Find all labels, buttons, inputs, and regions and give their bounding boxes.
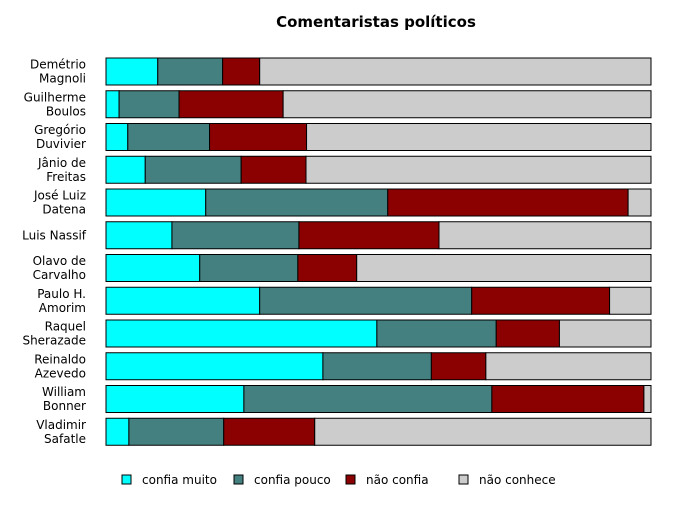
- bar-raquel-sherazade-nao-conhece: [558, 319, 652, 348]
- bar-janio-de-freitas-nao-conhece: [305, 155, 652, 184]
- category-label-vladimir-safatle: Vladimir Safatle: [36, 418, 86, 446]
- bar-olavo-de-carvalho-nao-conhece: [356, 254, 652, 282]
- bar-reinaldo-azevedo-confia-pouco: [322, 352, 432, 381]
- category-label-janio-de-freitas: Jânio de Freitas: [37, 156, 86, 184]
- bar-demetrio-magnoli-nao-confia: [222, 57, 261, 86]
- bars-group: [105, 57, 652, 446]
- category-label-jose-luiz-datena: José Luiz Datena: [33, 189, 86, 217]
- bar-gregorio-duvivier-confia-pouco: [127, 123, 211, 151]
- bar-raquel-sherazade-confia-muito: [105, 319, 378, 348]
- bar-jose-luiz-datena-nao-confia: [387, 188, 629, 217]
- legend-swatch-confia-muito: [121, 474, 132, 485]
- category-label-william-bonner: William Bonner: [42, 385, 86, 413]
- bar-william-bonner-nao-confia: [491, 385, 645, 413]
- category-label-reinaldo-azevedo: Reinaldo Azevedo: [34, 352, 86, 380]
- bar-luis-nassif-confia-pouco: [171, 221, 300, 250]
- category-label-gregorio-duvivier: Gregório Duvivier: [34, 123, 86, 151]
- category-label-demetrio-magnoli: Demétrio Magnoli: [30, 58, 86, 86]
- bar-olavo-de-carvalho-confia-pouco: [199, 254, 299, 282]
- bar-janio-de-freitas-nao-confia: [240, 155, 307, 184]
- bar-luis-nassif-nao-conhece: [438, 221, 652, 250]
- bar-vladimir-safatle-confia-muito: [105, 417, 130, 446]
- legend-label-nao-confia: não confia: [366, 473, 429, 487]
- bar-olavo-de-carvalho-confia-muito: [105, 254, 201, 282]
- bar-gregorio-duvivier-nao-confia: [209, 123, 308, 151]
- bar-jose-luiz-datena-confia-pouco: [205, 188, 389, 217]
- bar-gregorio-duvivier-nao-conhece: [306, 123, 652, 151]
- bar-vladimir-safatle-nao-confia: [223, 417, 316, 446]
- bar-william-bonner-nao-conhece: [643, 385, 652, 413]
- bar-reinaldo-azevedo-nao-conhece: [485, 352, 652, 381]
- bar-reinaldo-azevedo-confia-muito: [105, 352, 324, 381]
- category-label-guilherme-boulos: Guilherme Boulos: [24, 90, 86, 118]
- bar-paulo-h-amorim-confia-muito: [105, 286, 261, 315]
- bar-janio-de-freitas-confia-pouco: [144, 155, 242, 184]
- category-label-olavo-de-carvalho: Olavo de Carvalho: [33, 254, 86, 282]
- legend-label-confia-muito: confia muito: [142, 473, 217, 487]
- bar-raquel-sherazade-confia-pouco: [376, 319, 497, 348]
- legend-label-confia-pouco: confia pouco: [254, 473, 331, 487]
- chart-title: Comentaristas políticos: [276, 13, 476, 31]
- category-label-luis-nassif: Luis Nassif: [22, 228, 87, 242]
- legend-swatch-nao-confia: [345, 474, 356, 485]
- bar-vladimir-safatle-nao-conhece: [314, 417, 652, 446]
- bar-raquel-sherazade-nao-confia: [495, 319, 560, 348]
- category-labels: Demétrio Magnoli Guilherme Boulos Gregório Du…: [22, 58, 87, 446]
- bar-guilherme-boulos-confia-muito: [105, 90, 120, 119]
- bar-reinaldo-azevedo-nao-confia: [430, 352, 487, 381]
- bar-paulo-h-amorim-nao-confia: [471, 286, 611, 315]
- bar-luis-nassif-confia-muito: [105, 221, 173, 250]
- bar-olavo-de-carvalho-nao-confia: [297, 254, 358, 282]
- category-label-paulo-h-amorim: Paulo H. Amorim: [37, 287, 86, 315]
- legend-swatch-confia-pouco: [233, 474, 244, 485]
- bar-demetrio-magnoli-confia-pouco: [157, 57, 224, 86]
- bar-guilherme-boulos-confia-pouco: [118, 90, 180, 119]
- bar-paulo-h-amorim-confia-pouco: [259, 286, 473, 315]
- bar-jose-luiz-datena-confia-muito: [105, 188, 207, 217]
- bar-vladimir-safatle-confia-pouco: [128, 417, 225, 446]
- bar-luis-nassif-nao-confia: [298, 221, 440, 250]
- bar-demetrio-magnoli-nao-conhece: [259, 57, 652, 86]
- bar-william-bonner-confia-pouco: [243, 385, 493, 413]
- legend: confia muito confia pouco não confia não co…: [121, 473, 556, 487]
- bar-jose-luiz-datena-nao-conhece: [627, 188, 652, 217]
- legend-label-nao-conhece: não conhece: [479, 473, 556, 487]
- bar-gregorio-duvivier-confia-muito: [105, 123, 129, 151]
- bar-william-bonner-confia-muito: [105, 385, 245, 413]
- bar-paulo-h-amorim-nao-conhece: [609, 286, 652, 315]
- bar-janio-de-freitas-confia-muito: [105, 155, 146, 184]
- bar-guilherme-boulos-nao-confia: [178, 90, 284, 119]
- bar-demetrio-magnoli-confia-muito: [105, 57, 159, 86]
- category-label-raquel-sherazade: Raquel Sherazade: [22, 320, 86, 348]
- legend-swatch-nao-conhece: [458, 474, 469, 485]
- bar-guilherme-boulos-nao-conhece: [282, 90, 652, 119]
